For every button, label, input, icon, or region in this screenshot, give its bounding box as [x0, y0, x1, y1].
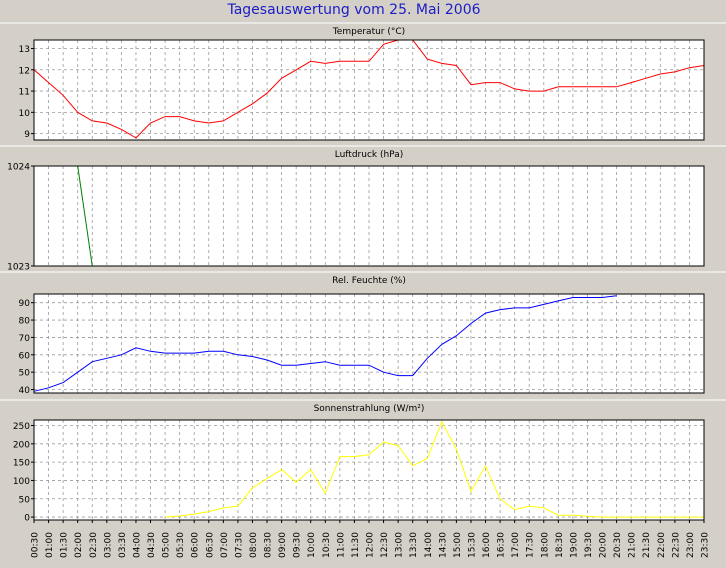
x-tick-label: 16:00: [482, 532, 492, 558]
x-tick-label: 08:00: [249, 532, 259, 558]
x-tick-label: 13:00: [395, 532, 405, 558]
plot-frame: [33, 293, 705, 394]
x-tick-label: 18:00: [540, 532, 550, 558]
series-line: [33, 39, 705, 139]
y-tick-label: 50: [19, 369, 31, 379]
y-tick-label: 150: [13, 459, 30, 469]
x-tick-label: 17:00: [511, 532, 521, 558]
y-tick-label: 1023: [7, 263, 30, 273]
x-tick-label: 15:30: [467, 532, 477, 558]
plot-frame: [33, 165, 705, 267]
x-tick-label: 23:00: [686, 532, 696, 558]
x-tick-label: 08:30: [264, 532, 274, 558]
x-tick-label: 07:00: [220, 532, 230, 558]
x-tick-label: 20:30: [613, 532, 623, 558]
plot-frame: [33, 39, 705, 141]
chart-title: Sonnenstrahlung (W/m²): [314, 404, 425, 414]
x-tick-label: 04:00: [132, 532, 142, 558]
x-tick-label: 22:30: [671, 532, 681, 558]
x-tick-label: 13:30: [409, 532, 419, 558]
x-tick-label: 10:30: [322, 532, 332, 558]
x-tick-label: 19:00: [569, 532, 579, 558]
x-tick-label: 09:00: [278, 532, 288, 558]
x-tick-label: 04:30: [147, 532, 157, 558]
y-tick-label: 70: [19, 334, 31, 344]
x-tick-label: 14:30: [438, 532, 448, 558]
x-tick-label: 02:30: [89, 532, 99, 558]
y-tick-label: 11: [19, 88, 30, 98]
x-tick-label: 01:00: [45, 532, 55, 558]
y-tick-label: 9: [24, 130, 30, 140]
y-tick-label: 200: [13, 440, 30, 450]
x-tick-label: 05:30: [176, 532, 186, 558]
chart-title: Temperatur (°C): [332, 27, 405, 37]
x-tick-label: 09:30: [293, 532, 303, 558]
x-tick-label: 10:00: [307, 532, 317, 558]
series-line: [77, 165, 93, 267]
y-tick-label: 0: [24, 514, 30, 524]
x-tick-label: 06:30: [205, 532, 215, 558]
chart-title: Rel. Feuchte (%): [332, 276, 406, 286]
x-tick-label: 07:30: [234, 532, 244, 558]
y-tick-label: 90: [19, 299, 31, 309]
main-title: Tagesauswertung vom 25. Mai 2006: [226, 2, 480, 18]
x-tick-label: 20:00: [599, 532, 609, 558]
y-tick-label: 40: [19, 386, 31, 396]
x-tick-label: 15:00: [453, 532, 463, 558]
x-tick-label: 05:00: [162, 532, 172, 558]
chart-title: Luftdruck (hPa): [335, 150, 404, 160]
x-tick-label: 14:00: [424, 532, 434, 558]
x-tick-label: 17:30: [526, 532, 536, 558]
x-tick-label: 22:00: [657, 532, 667, 558]
y-tick-label: 100: [13, 477, 30, 487]
x-tick-label: 06:00: [191, 532, 201, 558]
x-tick-label: 21:00: [628, 532, 638, 558]
y-tick-label: 10: [19, 109, 31, 119]
series-line: [33, 295, 617, 392]
x-tick-label: 03:00: [103, 532, 113, 558]
y-tick-label: 60: [19, 351, 31, 361]
y-tick-label: 13: [19, 45, 30, 55]
x-tick-label: 19:30: [584, 532, 594, 558]
x-tick-label: 11:30: [351, 532, 361, 558]
x-tick-label: 01:30: [60, 532, 70, 558]
x-tick-label: 12:30: [380, 532, 390, 558]
x-tick-label: 11:00: [336, 532, 346, 558]
y-tick-label: 12: [19, 66, 30, 76]
x-tick-label: 03:30: [118, 532, 128, 558]
y-tick-label: 50: [19, 495, 31, 505]
x-tick-label: 00:30: [31, 532, 41, 558]
y-tick-label: 250: [13, 422, 30, 432]
y-tick-label: 80: [19, 317, 31, 327]
x-tick-label: 12:00: [366, 532, 376, 558]
x-tick-label: 23:30: [701, 532, 711, 558]
x-tick-label: 21:30: [642, 532, 652, 558]
x-tick-label: 16:30: [497, 532, 507, 558]
y-tick-label: 1024: [7, 163, 30, 173]
x-tick-label: 18:30: [555, 532, 565, 558]
series-line: [165, 420, 704, 518]
x-tick-label: 02:00: [74, 532, 84, 558]
